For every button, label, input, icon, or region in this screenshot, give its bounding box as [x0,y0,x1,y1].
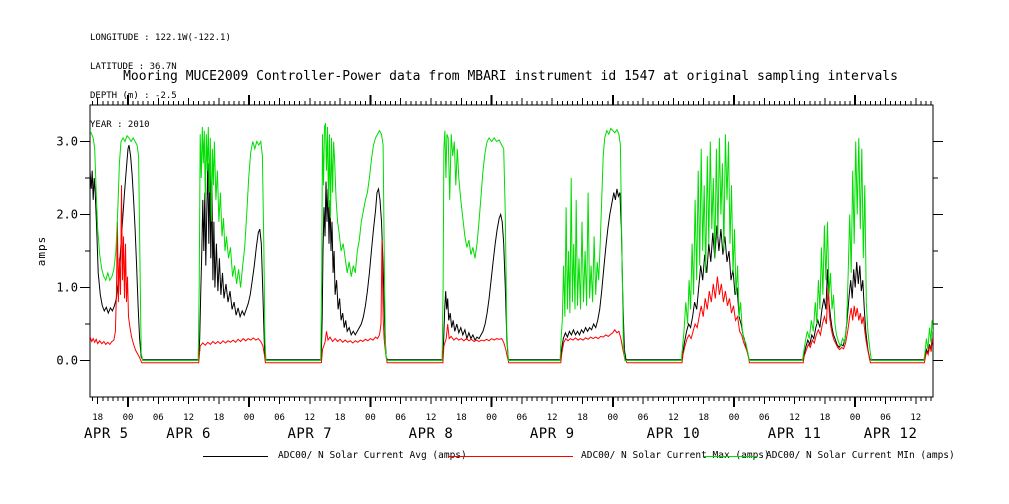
plot-frame [89,104,934,398]
y-axis-title: amps [35,236,48,267]
hour-tick-label: 06 [880,413,891,423]
date-tick-label: APR 8 [409,426,454,442]
hour-tick-label: 06 [395,413,406,423]
hour-tick-label: 00 [123,413,134,423]
date-tick-label: APR 7 [287,426,332,442]
hour-tick-label: 18 [819,413,830,423]
metadata-block: LONGITUDE : 122.1W(-122.1) LATITUDE : 36… [90,15,231,140]
hour-tick-label: 12 [426,413,437,423]
hour-tick-label: 06 [516,413,527,423]
y-tick-label: 1.0 [56,281,78,295]
date-tick-label: APR 9 [530,426,575,442]
legend-line-avg [203,456,268,457]
hour-tick-label: 06 [274,413,285,423]
y-tick-label: 2.0 [56,208,78,222]
hour-tick-label: 00 [365,413,376,423]
hour-tick-label: 00 [486,413,497,423]
hour-tick-label: 00 [244,413,255,423]
date-tick-label: APR 10 [647,426,701,442]
hour-tick-label: 18 [698,413,709,423]
metadata-latitude: LATITUDE : 36.7N [90,61,177,72]
axis-ticks [80,95,943,407]
hour-tick-label: 18 [213,413,224,423]
hour-tick-label: 00 [850,413,861,423]
legend-label-avg: ADC00/ N Solar Current Avg (amps) [278,450,467,461]
legend-label-max: ADC00/ N Solar Current Max (amps) [581,450,770,461]
hour-tick-label: 06 [638,413,649,423]
y-tick-label: 3.0 [56,135,78,149]
hour-tick-label: 00 [607,413,618,423]
hour-tick-label: 12 [304,413,315,423]
legend-line-max [448,456,573,457]
hour-tick-label: 18 [577,413,588,423]
hour-tick-label: 06 [153,413,164,423]
legend-label-min: ADC00/ N Solar Current MIn (amps) [766,450,955,461]
x-axis-date-labels: APR 5 APR 6 APR 7 APR 8 APR 9 APR 10 APR 11 APR… [84,426,917,442]
hour-tick-label: 06 [759,413,770,423]
date-tick-label: APR 12 [864,426,918,442]
metadata-depth: DEPTH (m) : -2.5 [90,90,177,101]
hour-tick-label: 00 [729,413,740,423]
series-lines [90,123,933,364]
x-axis-hour-labels: 18 00 06 12 18 00 06 12 18 00 06 12 18 00 06 12 18 00 06 12… [92,413,921,423]
hour-tick-label: 12 [910,413,921,423]
date-tick-label: APR 5 [84,426,129,442]
y-axis-labels: 0.0 1.0 2.0 3.0 [56,135,78,368]
series-line-max [90,185,933,364]
date-tick-label: APR 6 [166,426,211,442]
legend-line-min [704,456,758,457]
hour-tick-label: 18 [92,413,103,423]
date-tick-label: APR 11 [768,426,822,442]
hour-tick-label: 12 [789,413,800,423]
series-line-avg [90,144,933,361]
metadata-year: YEAR : 2010 [90,119,150,130]
chart-title: Mooring MUCE2009 Controller-Power data f… [123,69,898,84]
chart-legend: ADC00/ N Solar Current Avg (amps) ADC00/… [0,448,1009,464]
hour-tick-label: 12 [183,413,194,423]
hour-tick-label: 12 [668,413,679,423]
hour-tick-label: 18 [456,413,467,423]
series-line-min [90,123,933,361]
y-tick-label: 0.0 [56,354,78,368]
metadata-longitude: LONGITUDE : 122.1W(-122.1) [90,33,231,44]
hour-tick-label: 18 [335,413,346,423]
hour-tick-label: 12 [547,413,558,423]
